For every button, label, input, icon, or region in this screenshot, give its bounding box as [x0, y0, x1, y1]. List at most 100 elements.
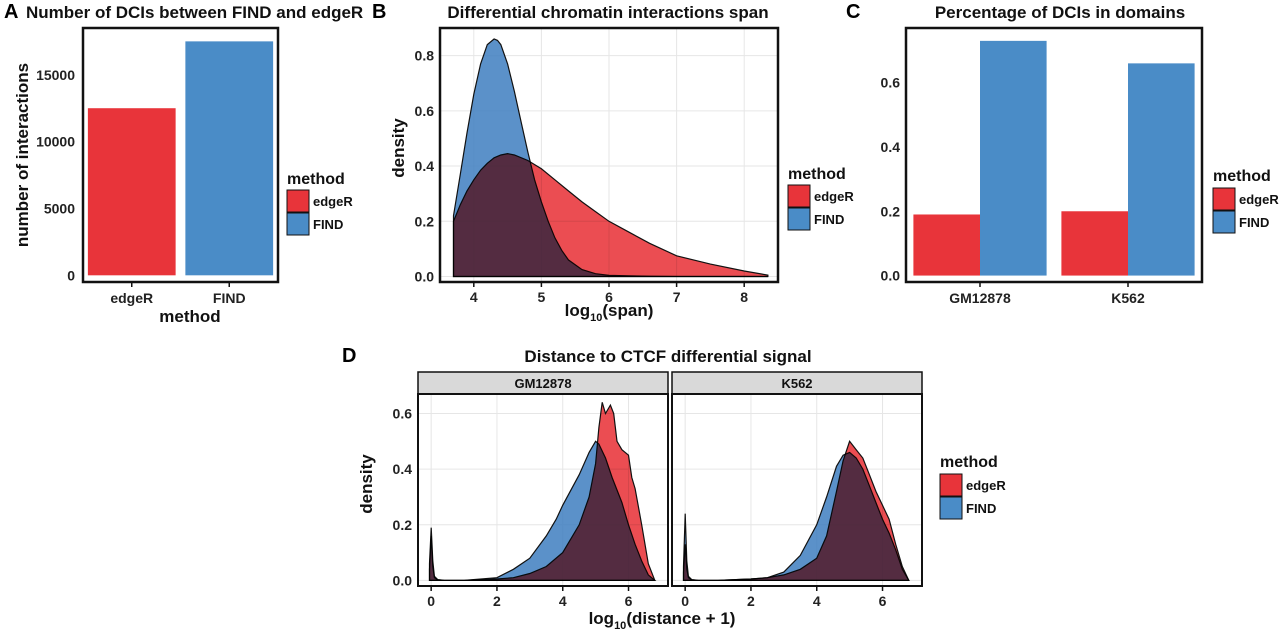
panel-b-legend-label-edger: edgeR: [814, 189, 854, 204]
panel-letter-a: A: [4, 1, 18, 23]
panel-b-legend: method edgeR FIND: [787, 166, 854, 231]
panel-a-title: Number of DCIs between FIND and edgeR: [26, 3, 363, 22]
panel-c-legend: method edgeR FIND: [1212, 168, 1279, 234]
y-tick-label: 0.6: [415, 103, 435, 119]
x-tick-label: 4: [470, 289, 478, 305]
y-tick-label: 15000: [36, 67, 75, 83]
x-tick-label: 0: [681, 593, 689, 609]
panel-a-legend-title: method: [287, 171, 345, 188]
panel-a-y-ticks: 0 5000 10000 15000: [36, 67, 75, 284]
panel-b-x-axis-title-tail: (span): [602, 301, 653, 320]
x-tick-label: edgeR: [110, 290, 153, 306]
panel-b-x-axis-title-subscript: 10: [590, 312, 602, 324]
panel-b-x-ticks: 4 5 6 7 8: [470, 282, 748, 305]
facet-density-areas: [428, 402, 657, 581]
panel-b-x-axis-title-main: log: [565, 301, 591, 320]
facet-gm12878: GM12878 0 2 4 6 0.0 0.2 0.4 0.6: [393, 371, 669, 609]
panel-c-legend-key-edger: [1212, 187, 1236, 211]
x-tick-label: 6: [605, 289, 613, 305]
panel-b: B Differential chromatin interactions sp…: [372, 1, 854, 324]
facet-density-areas: [682, 440, 910, 581]
panel-d-title: Distance to CTCF differential signal: [524, 347, 811, 366]
panel-a-legend-label-edger: edgeR: [313, 194, 353, 209]
y-tick-label: 0.0: [393, 572, 413, 588]
y-tick-label: 0.2: [393, 517, 413, 533]
bar-k562-edger: [1061, 211, 1128, 276]
facet-strip-label: GM12878: [514, 376, 571, 391]
panel-c-legend-title: method: [1213, 168, 1271, 185]
facet-plot-frame: [671, 393, 923, 587]
y-tick-label: 0.0: [415, 268, 435, 284]
x-tick-label: 6: [625, 593, 633, 609]
x-tick-label: 5: [538, 289, 546, 305]
panel-b-x-axis-title: log10(span): [565, 301, 654, 324]
x-tick-label: 6: [879, 593, 887, 609]
panel-b-legend-title: method: [788, 166, 846, 183]
panel-c-legend-key-find: [1212, 210, 1236, 234]
panel-a-x-ticks: edgeR FIND: [110, 282, 246, 306]
panel-d-x-axis-title-tail: (distance + 1): [626, 609, 735, 628]
panel-c-bars: [913, 40, 1195, 276]
panel-b-legend-key-edger: [787, 184, 811, 208]
panel-letter-b: B: [372, 1, 386, 23]
panel-a-legend-key-edger: [286, 189, 310, 213]
bar-gm12878-edger: [913, 214, 980, 276]
panel-d: D Distance to CTCF differential signal G…: [342, 345, 1006, 630]
panel-b-legend-key-find: [787, 207, 811, 231]
x-tick-label: 0: [427, 593, 435, 609]
bar-k562-find: [1128, 63, 1195, 276]
x-tick-label: 2: [747, 593, 755, 609]
y-tick-label: 0.0: [881, 268, 901, 284]
panel-c-legend-label-find: FIND: [1239, 215, 1269, 230]
panel-d-legend: method edgeR FIND: [939, 454, 1006, 520]
panel-b-y-ticks: 0.0 0.2 0.4 0.6 0.8: [415, 48, 435, 285]
y-tick-label: 0.2: [881, 203, 901, 219]
panel-b-density-edger: [452, 152, 769, 278]
panel-a-legend: method edgeR FIND: [286, 171, 353, 236]
panel-c-y-ticks: 0.0 0.2 0.4 0.6: [881, 75, 901, 284]
panel-a-bars: [87, 41, 274, 276]
facet-strip-label: K562: [781, 376, 812, 391]
panel-a: A Number of DCIs between FIND and edgeR …: [4, 1, 363, 326]
panel-d-facets: GM12878 0 2 4 6 0.0 0.2 0.4 0.6 K562 0 2 4 6: [393, 371, 923, 609]
y-tick-label: 0.6: [393, 405, 413, 421]
x-tick-label: FIND: [213, 290, 246, 306]
panel-c-title: Percentage of DCIs in domains: [935, 3, 1185, 22]
panel-c-x-ticks: GM12878 K562: [949, 282, 1145, 306]
panel-b-density-areas: [452, 38, 769, 278]
panel-b-y-axis-title: density: [389, 118, 408, 178]
panel-d-x-axis-title-subscript: 10: [614, 620, 626, 630]
y-tick-label: 0.6: [881, 75, 901, 91]
y-tick-label: 0: [67, 267, 75, 283]
y-tick-label: 0.2: [415, 213, 435, 229]
panel-d-x-axis-title-main: log: [589, 609, 615, 628]
panel-a-legend-key-find: [286, 212, 310, 236]
panel-d-y-axis-title: density: [357, 454, 376, 514]
panel-a-y-axis-title: number of interactions: [13, 63, 32, 247]
panel-a-x-axis-title: method: [159, 307, 220, 326]
facet-k562-density-edger: [682, 440, 910, 581]
y-tick-label: 0.8: [415, 48, 435, 64]
x-tick-label: 2: [493, 593, 501, 609]
y-tick-label: 0.4: [393, 461, 413, 477]
y-tick-label: 0.4: [415, 158, 435, 174]
panel-letter-d: D: [342, 345, 356, 367]
panel-d-legend-key-find: [939, 496, 963, 520]
x-tick-label: 4: [813, 593, 821, 609]
y-tick-label: 5000: [44, 200, 75, 216]
bar-find: [185, 41, 274, 276]
panel-d-legend-label-find: FIND: [966, 501, 996, 516]
panel-d-legend-title: method: [940, 454, 998, 471]
panel-letter-c: C: [846, 1, 860, 23]
facet-plot-frame: [417, 393, 669, 587]
bar-gm12878-find: [980, 40, 1047, 276]
panel-d-legend-key-edger: [939, 473, 963, 497]
y-tick-label: 0.4: [881, 139, 901, 155]
panel-a-legend-label-find: FIND: [313, 217, 343, 232]
x-tick-label: 4: [559, 593, 567, 609]
panel-c-legend-label-edger: edgeR: [1239, 192, 1279, 207]
x-tick-label: 8: [740, 289, 748, 305]
panel-b-legend-label-find: FIND: [814, 212, 844, 227]
panel-c: C Percentage of DCIs in domains 0.00.20.…: [846, 1, 1279, 306]
